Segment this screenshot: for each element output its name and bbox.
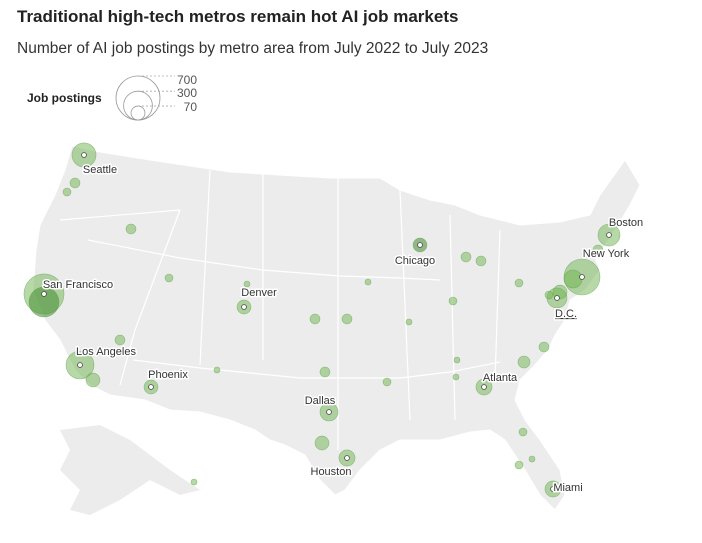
- legend-circle: [130, 105, 146, 121]
- bubble: [448, 296, 458, 306]
- bubble: [514, 278, 524, 288]
- legend-title: Job postings: [27, 91, 102, 105]
- city-dot: [241, 304, 247, 310]
- bubble: [405, 318, 413, 326]
- title: Traditional high-tech metros remain hot …: [17, 7, 459, 26]
- city-label: Dallas: [305, 395, 336, 407]
- city-dot: [41, 291, 47, 297]
- bubble: [544, 290, 554, 300]
- city-dot: [81, 152, 87, 158]
- legend-circle: [123, 90, 153, 121]
- city-dot: [148, 384, 154, 390]
- city-dot: [417, 242, 423, 248]
- city-dot: [344, 455, 350, 461]
- bubble: [592, 244, 604, 256]
- bubble: [190, 478, 198, 486]
- city-label: Houston: [311, 466, 352, 478]
- bubble: [517, 355, 531, 369]
- bubble: [538, 341, 550, 353]
- bubble: [452, 373, 460, 381]
- bubble: [28, 286, 60, 318]
- us-map: [32, 145, 641, 515]
- bubble: [125, 223, 137, 235]
- bubble: [243, 280, 251, 288]
- city-dot: [550, 486, 556, 492]
- bubble: [69, 177, 81, 189]
- bubbles: San Francisco Seattle Los Angeles Phoenix De…: [23, 142, 645, 498]
- city-dot: [554, 295, 560, 301]
- city-dot: [326, 409, 332, 415]
- city-label: Los Angeles: [76, 346, 136, 358]
- city-dot: [579, 274, 585, 280]
- legend-label: 70: [184, 100, 198, 114]
- bubble: [528, 455, 536, 463]
- bubble: [114, 334, 126, 346]
- bubble: [85, 372, 101, 388]
- city-dot: [606, 232, 612, 238]
- subtitle: Number of AI job postings by metro area …: [17, 40, 489, 57]
- city-label: Miami: [553, 482, 582, 494]
- bubble: [164, 273, 174, 283]
- bubble: [453, 356, 461, 364]
- legend-label: 300: [177, 86, 197, 100]
- bubble: [314, 435, 330, 451]
- city-label: Chicago: [395, 255, 435, 267]
- land: [32, 145, 641, 511]
- bubble: [518, 427, 528, 437]
- city-dot: [77, 362, 83, 368]
- bubble: [382, 377, 392, 387]
- city-label: San Francisco: [43, 279, 113, 291]
- bubble: [319, 366, 331, 378]
- city-label: D.C.: [555, 308, 577, 320]
- bubble: [309, 313, 321, 325]
- bubble: [514, 460, 524, 470]
- alaska: [60, 425, 200, 515]
- city-label: Denver: [241, 287, 277, 299]
- bubble: [213, 366, 221, 374]
- legend-label: 700: [177, 73, 197, 87]
- legend-circle: [115, 75, 161, 121]
- bubble: [341, 313, 353, 325]
- bubble: [460, 251, 472, 263]
- bubble: [62, 187, 72, 197]
- bubble: [475, 255, 487, 267]
- state-borders: [59, 168, 501, 450]
- city-label: Atlanta: [483, 372, 518, 384]
- city-label: Phoenix: [148, 369, 188, 381]
- bubble: [364, 278, 372, 286]
- bubble: [563, 269, 583, 289]
- city-dot: [481, 384, 487, 390]
- city-label: New York: [583, 248, 630, 260]
- city-label: Boston: [609, 217, 643, 229]
- city-label: Seattle: [83, 164, 117, 176]
